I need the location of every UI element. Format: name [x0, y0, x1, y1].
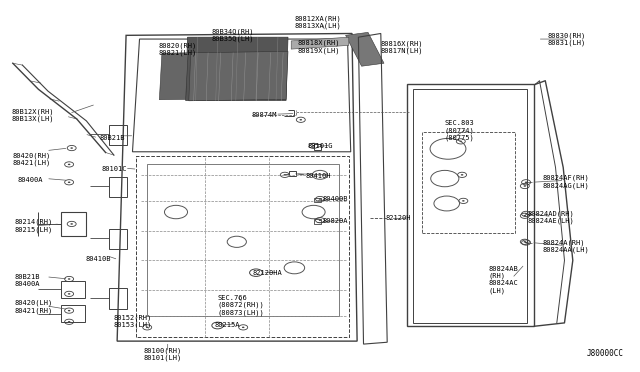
Circle shape — [525, 242, 527, 243]
Text: 82120HA: 82120HA — [253, 270, 282, 276]
Circle shape — [312, 145, 315, 147]
Polygon shape — [186, 37, 288, 100]
Text: 80820A: 80820A — [323, 218, 348, 224]
Text: 80420(RH)
80421(LH): 80420(RH) 80421(LH) — [13, 152, 51, 166]
Circle shape — [68, 310, 70, 311]
Circle shape — [524, 241, 526, 243]
Text: 80B21B
80400A: 80B21B 80400A — [14, 274, 40, 287]
Bar — [109, 229, 127, 249]
Text: 80B34Q(RH)
80B35Q(LH): 80B34Q(RH) 80B35Q(LH) — [211, 28, 253, 42]
Text: SEC.766
(80872(RH))
(80873(LH)): SEC.766 (80872(RH)) (80873(LH)) — [218, 295, 264, 315]
Text: 80B21B: 80B21B — [99, 135, 125, 141]
Bar — [413, 89, 527, 323]
Text: 80215A: 80215A — [214, 322, 240, 328]
Bar — [61, 212, 86, 236]
Bar — [407, 84, 534, 326]
Text: 80100(RH)
80101(LH): 80100(RH) 80101(LH) — [144, 347, 182, 361]
Text: 82120H: 82120H — [386, 215, 412, 221]
Circle shape — [68, 182, 70, 183]
Bar — [109, 288, 127, 309]
Polygon shape — [189, 51, 288, 101]
Circle shape — [300, 119, 302, 121]
Bar — [422, 132, 515, 232]
Circle shape — [319, 219, 321, 221]
Text: 80420(LH)
80421(RH): 80420(LH) 80421(RH) — [14, 300, 52, 314]
Text: 80874M: 80874M — [252, 112, 277, 118]
Polygon shape — [346, 32, 384, 66]
Circle shape — [525, 213, 527, 215]
Circle shape — [525, 182, 527, 183]
Text: 80824AF(RH)
80824AG(LH): 80824AF(RH) 80824AG(LH) — [543, 174, 589, 189]
Text: 80152(RH)
80153(LH): 80152(RH) 80153(LH) — [113, 314, 152, 328]
Circle shape — [284, 174, 286, 176]
Bar — [314, 198, 321, 202]
Text: 80830(RH)
80831(LH): 80830(RH) 80831(LH) — [547, 32, 586, 46]
Bar — [314, 144, 321, 150]
Text: 80410H: 80410H — [306, 173, 332, 179]
Circle shape — [68, 278, 70, 280]
Circle shape — [460, 141, 462, 142]
Bar — [289, 171, 296, 176]
Circle shape — [524, 215, 526, 217]
Polygon shape — [159, 53, 188, 100]
Circle shape — [462, 200, 465, 202]
Text: 80400A: 80400A — [18, 177, 44, 183]
Text: J80000CC: J80000CC — [587, 349, 624, 358]
Text: 80824AB
(RH)
80824AC
(LH): 80824AB (RH) 80824AC (LH) — [488, 266, 518, 294]
Text: 80410B: 80410B — [85, 256, 111, 262]
Bar — [109, 177, 127, 197]
Circle shape — [68, 321, 70, 323]
Text: 80B12X(RH)
80B13X(LH): 80B12X(RH) 80B13X(LH) — [12, 108, 54, 122]
Bar — [109, 125, 127, 145]
Text: 80101C: 80101C — [101, 166, 127, 172]
Circle shape — [319, 198, 321, 200]
Circle shape — [242, 327, 244, 328]
Text: 80824A(RH)
80824AA(LH): 80824A(RH) 80824AA(LH) — [543, 239, 589, 253]
Text: 80820(RH)
80821(LH): 80820(RH) 80821(LH) — [159, 42, 197, 56]
Text: 80214(RH)
80215(LH): 80214(RH) 80215(LH) — [14, 219, 52, 233]
Circle shape — [461, 174, 463, 176]
Text: 80818X(RH)
80819X(LH): 80818X(RH) 80819X(LH) — [298, 39, 340, 54]
Text: 80400B: 80400B — [323, 196, 348, 202]
Bar — [61, 305, 85, 322]
Bar — [61, 281, 85, 298]
Circle shape — [70, 223, 73, 225]
Text: 80816X(RH)
80817N(LH): 80816X(RH) 80817N(LH) — [381, 40, 423, 54]
Text: 80812XA(RH)
80813XA(LH): 80812XA(RH) 80813XA(LH) — [294, 15, 341, 29]
Circle shape — [68, 164, 70, 165]
Circle shape — [70, 147, 73, 149]
Bar — [314, 219, 321, 224]
Circle shape — [68, 293, 70, 295]
Text: 80101G: 80101G — [307, 143, 333, 149]
Circle shape — [146, 327, 148, 328]
Text: 80824AD(RH)
80824AE(LH): 80824AD(RH) 80824AE(LH) — [528, 210, 575, 224]
Polygon shape — [291, 37, 349, 49]
Text: SEC.803
(80774)
(80775): SEC.803 (80774) (80775) — [445, 121, 474, 141]
Circle shape — [524, 185, 526, 187]
